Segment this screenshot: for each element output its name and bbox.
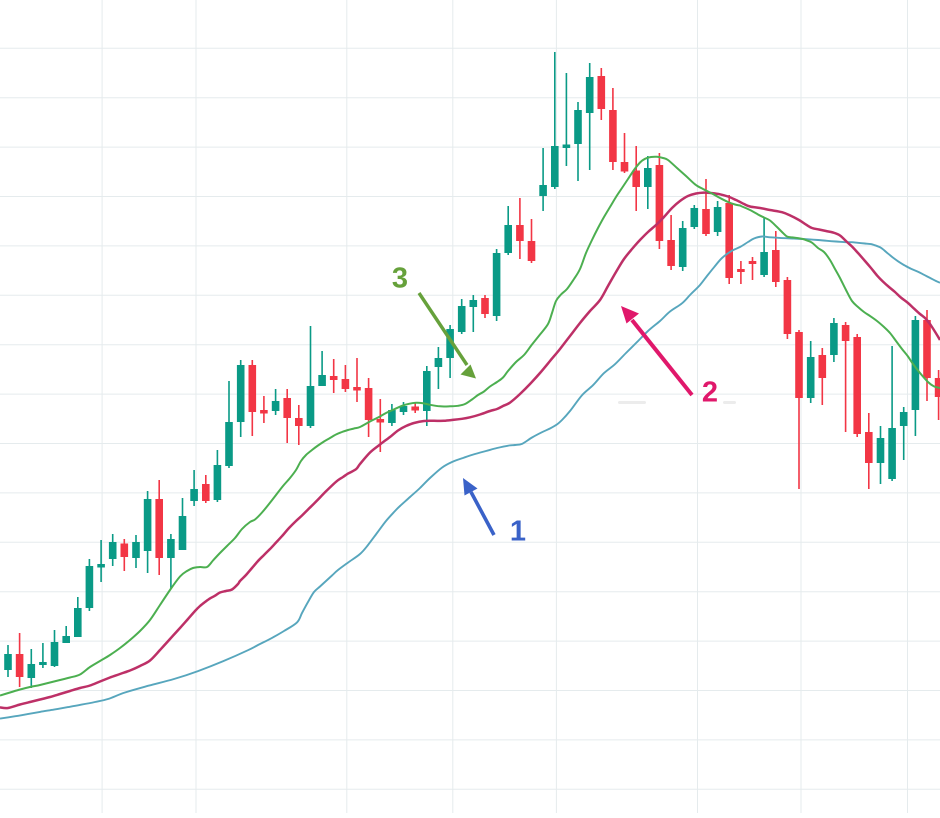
svg-text:2: 2 <box>702 377 718 409</box>
svg-text:1: 1 <box>510 516 526 548</box>
svg-text:3: 3 <box>392 263 408 295</box>
